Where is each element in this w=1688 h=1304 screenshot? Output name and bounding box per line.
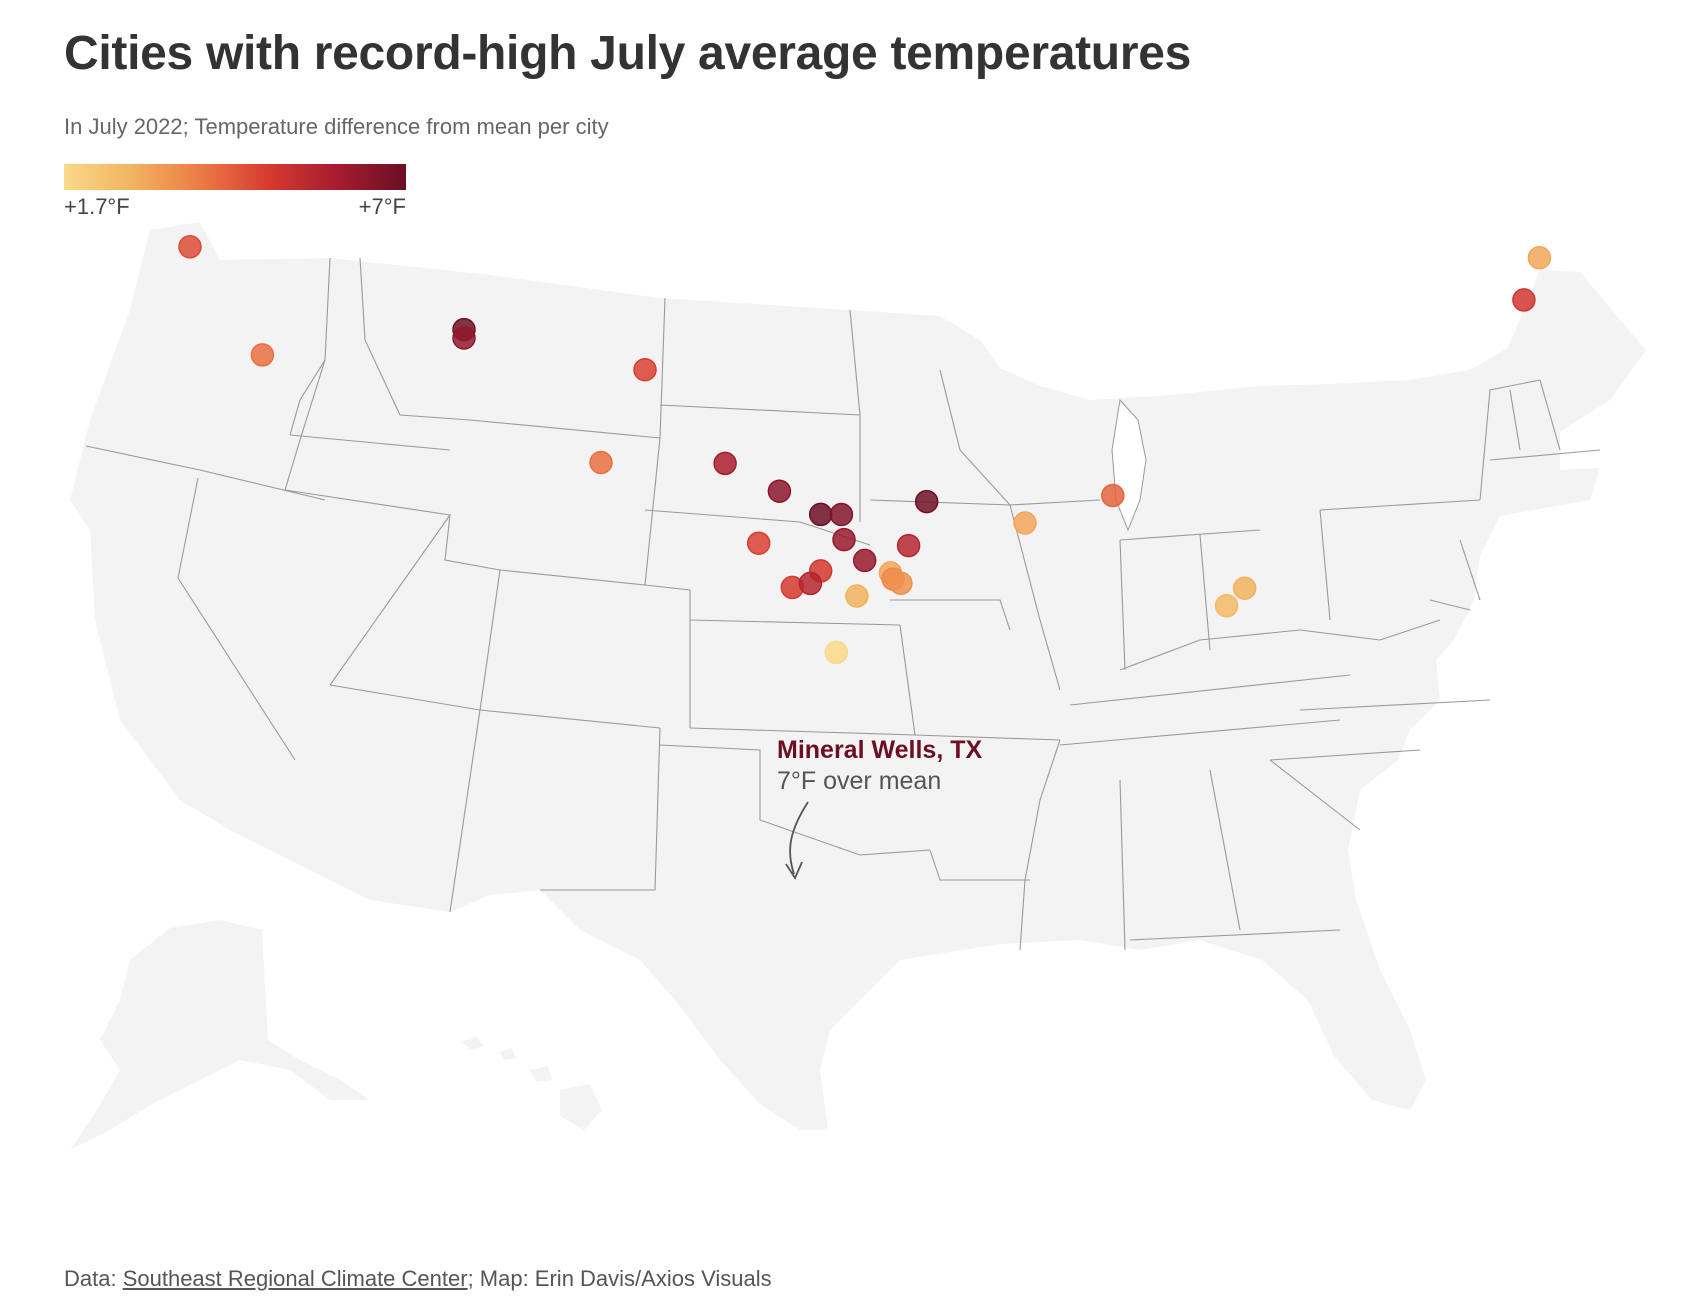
border-ar-ms — [1024, 739, 1061, 881]
border-ky-tn — [1069, 674, 1351, 706]
border-ut-id — [289, 434, 451, 451]
border-wa-or — [85, 445, 326, 501]
border-wy-co — [499, 569, 646, 586]
city-point-29[interactable] — [1512, 288, 1536, 312]
legend-gradient-bar — [64, 164, 406, 190]
border-id-mt — [359, 257, 471, 421]
border-il-in — [1119, 539, 1126, 671]
border-nc-sc — [1269, 749, 1421, 761]
state-borders — [85, 257, 1601, 951]
footer-data-prefix: Data: — [64, 1266, 123, 1291]
city-point-12[interactable] — [746, 531, 771, 555]
city-point-21[interactable] — [889, 571, 913, 596]
footer-source-link[interactable]: Southeast Regional Climate Center — [122, 1266, 468, 1291]
border-ia-mo — [890, 599, 1011, 631]
border-ok-tx — [659, 744, 931, 856]
border-wi-il — [1009, 499, 1101, 506]
border-nd-mn — [849, 309, 861, 522]
city-point-28[interactable] — [1527, 246, 1552, 270]
alaska-land — [70, 920, 370, 1150]
border-ks-mo — [899, 624, 916, 736]
color-legend: +1.7°F +7°F — [64, 164, 406, 219]
city-point-26[interactable] — [1232, 576, 1257, 600]
annotation-arrow — [789, 801, 809, 875]
border-nd-sd — [659, 404, 861, 416]
hawaii-land — [462, 1036, 602, 1130]
border-wi-mn — [939, 369, 1011, 506]
land-layer — [70, 222, 1646, 1150]
border-il-mo — [1009, 504, 1061, 691]
city-point-9[interactable] — [808, 502, 833, 527]
border-ny-ne — [1479, 379, 1541, 501]
city-point-14[interactable] — [896, 533, 921, 558]
border-tn-south — [1059, 719, 1341, 746]
city-point-10[interactable] — [829, 502, 854, 527]
annotation-city-name: Mineral Wells, TX — [777, 736, 982, 764]
city-point-1[interactable] — [178, 235, 202, 259]
border-new-england — [1489, 379, 1601, 461]
contiguous-us-land — [70, 222, 1646, 1130]
map-area: Mineral Wells, TX 7°F over mean — [0, 200, 1688, 1240]
border-ky-oh — [1119, 629, 1301, 671]
border-or-id — [284, 359, 326, 491]
border-az-nm — [449, 709, 481, 913]
border-la-ms — [1019, 879, 1026, 951]
border-mt-nd — [659, 297, 666, 439]
border-pa-ny — [1319, 499, 1481, 511]
city-point-13[interactable] — [832, 527, 856, 552]
city-point-6[interactable] — [589, 450, 613, 475]
city-points-layer — [178, 235, 1552, 665]
legend-min-label: +1.7°F — [64, 194, 130, 219]
city-point-7[interactable] — [713, 451, 737, 476]
border-va-wv — [1299, 619, 1441, 641]
footer: Data: Southeast Regional Climate Center;… — [64, 1266, 772, 1292]
border-wy-sd — [644, 437, 661, 586]
subtitle: In July 2022; Temperature difference fro… — [64, 114, 609, 139]
border-ut-wy — [444, 514, 501, 571]
border-mt-wy — [469, 419, 661, 439]
annotation-arrowhead — [785, 861, 803, 880]
city-point-16[interactable] — [852, 548, 877, 573]
footer-credit: ; Map: Erin Davis/Axios Visuals — [467, 1266, 772, 1291]
border-ga-fl — [1129, 929, 1341, 941]
city-point-23[interactable] — [824, 640, 849, 665]
border-co-nm — [479, 709, 661, 729]
border-mn-ia — [869, 499, 1011, 506]
border-oh-pa — [1319, 509, 1331, 621]
page-title: Cities with record-high July average tem… — [64, 27, 1191, 80]
border-ut-az — [329, 684, 481, 711]
city-point-18[interactable] — [798, 571, 823, 596]
border-in-oh — [1199, 534, 1211, 651]
city-point-24[interactable] — [1013, 511, 1037, 535]
border-wa-id — [289, 257, 331, 436]
city-point-25[interactable] — [1101, 483, 1125, 508]
legend-max-label: +7°F — [358, 194, 406, 219]
annotation-description: 7°F over mean — [777, 767, 941, 795]
city-point-5[interactable] — [633, 357, 657, 382]
annotation-mineral-wells: Mineral Wells, TX 7°F over mean — [777, 736, 982, 880]
border-ms-al — [1119, 779, 1126, 951]
border-nm-tx — [540, 727, 661, 891]
city-point-22[interactable] — [845, 584, 869, 608]
border-ut-co — [479, 569, 501, 711]
border-mi-oh — [1119, 529, 1261, 541]
border-ar-la — [929, 849, 1030, 881]
border-ca-nv — [177, 477, 296, 761]
border-nj-de — [1429, 539, 1481, 611]
city-point-27[interactable] — [1214, 594, 1239, 618]
us-map: Mineral Wells, TX 7°F over mean — [70, 222, 1646, 1150]
border-ks-ok — [689, 727, 916, 736]
border-al-ga — [1209, 769, 1241, 931]
city-point-8[interactable] — [767, 479, 792, 503]
city-point-4[interactable] — [452, 326, 476, 350]
border-ne-ks — [689, 619, 901, 626]
city-point-2[interactable] — [250, 343, 275, 367]
border-ga-sc — [1269, 759, 1361, 831]
border-co-ks — [644, 584, 691, 728]
border-va-nc — [1299, 699, 1491, 711]
city-point-11[interactable] — [914, 489, 939, 514]
border-mo-ar — [914, 734, 1061, 741]
